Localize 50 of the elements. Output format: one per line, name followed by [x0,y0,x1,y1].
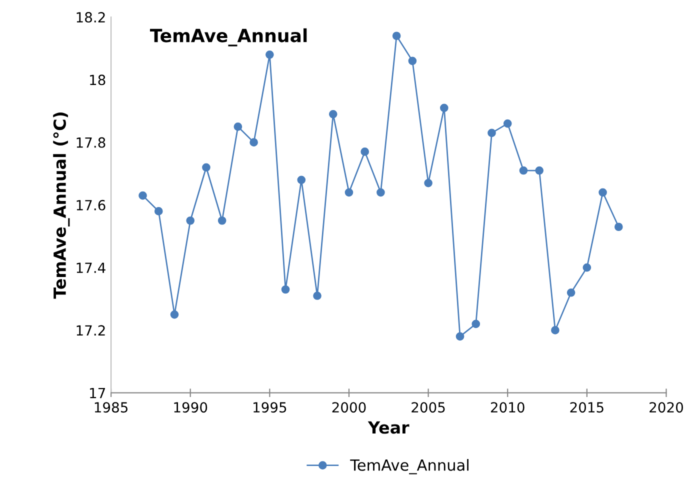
x-tick-label: 2010 [490,402,524,413]
point [598,188,607,197]
x-tick-label: 2020 [650,402,683,413]
point [424,178,432,188]
point [566,288,576,297]
y-tick-label: 17.6 [76,200,106,210]
point [281,285,290,294]
x-axis-title: Year [368,421,410,434]
point [519,166,528,175]
point [503,119,512,128]
point [186,216,195,225]
point [360,148,370,156]
point [440,104,448,112]
point [472,320,480,328]
y-tick-label: 17 [90,388,105,398]
point [328,110,338,118]
text: TemAve_Annual [150,28,307,46]
y-tick-label: 18.2 [76,12,105,23]
x-tick-label: 1995 [254,402,286,413]
point [202,163,210,172]
y-tick-label: 17.2 [76,325,105,336]
legend-label: TemAve_Annual [350,459,468,474]
point [266,50,274,59]
point [392,32,401,40]
point [138,191,147,200]
point [313,292,322,300]
point [408,56,417,66]
point [218,216,226,225]
point [250,138,258,146]
point [344,188,354,197]
point [456,332,464,341]
x-tick-label: 2015 [570,402,604,413]
y-tick-label: 18 [90,74,106,86]
point [297,176,306,184]
y-axis-title: TemAve_Annual (°C) [53,112,70,299]
point [376,188,385,197]
y-tick-label: 17.4 [76,262,106,273]
point [535,166,544,175]
y-tick-label: 17.8 [76,137,106,148]
point [582,263,592,272]
point [551,326,560,334]
x-tick-label: 2005 [412,402,445,413]
point [170,310,179,319]
point [488,128,496,138]
point [154,207,163,216]
x-tick-label: 1985 [94,402,128,413]
x-tick-label: 1990 [174,402,208,413]
point [614,222,623,232]
x-tick-label: 2000 [332,402,366,413]
point [234,122,242,131]
